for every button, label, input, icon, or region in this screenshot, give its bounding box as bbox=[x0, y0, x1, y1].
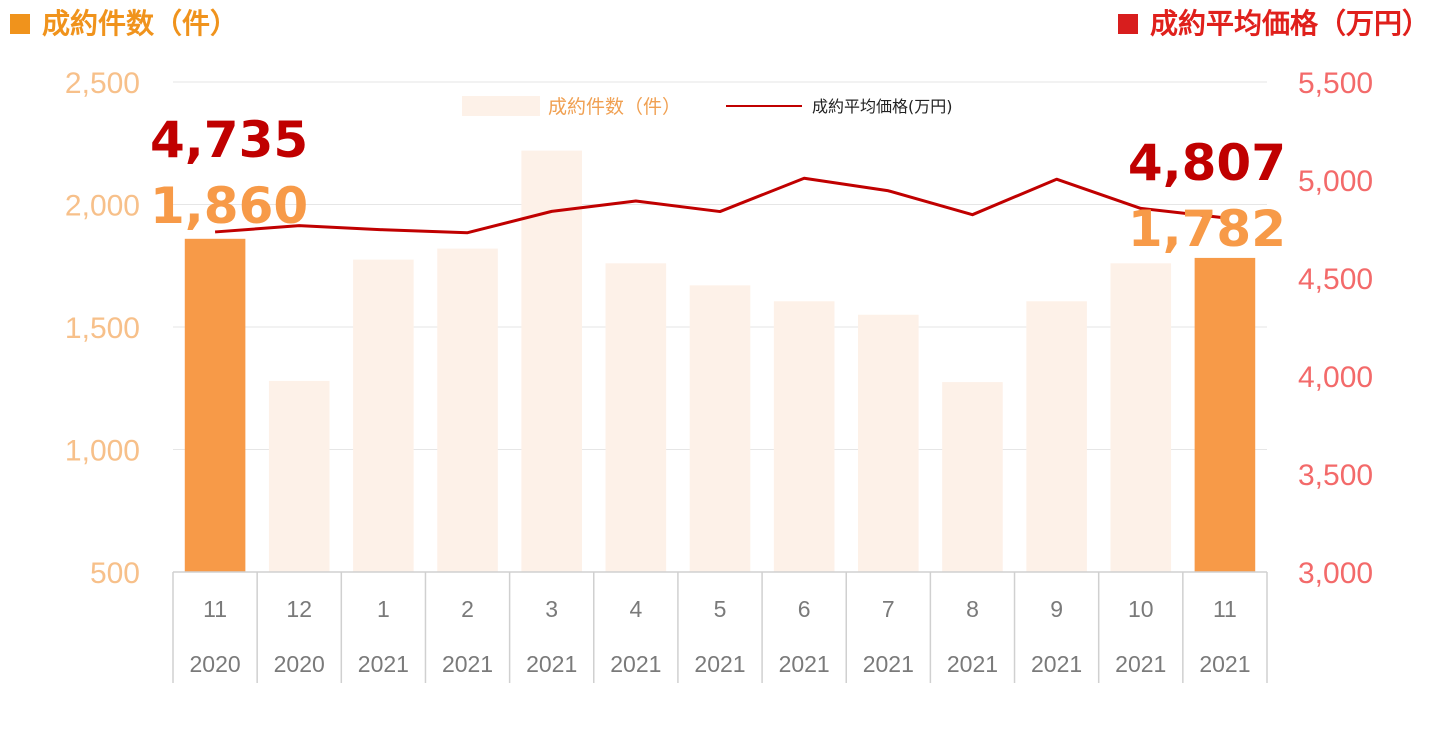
annotations: 4,735 1,860 4,807 1,782 bbox=[150, 111, 1286, 258]
legend: 成約件数（件） 成約平均価格(万円) bbox=[462, 96, 953, 118]
left-title-square-icon bbox=[10, 14, 30, 34]
price-line bbox=[214, 176, 1226, 235]
year-label-7: 2021 bbox=[779, 651, 830, 677]
year-label-9: 2021 bbox=[947, 651, 998, 677]
month-label-11: 10 bbox=[1128, 596, 1154, 622]
bar-series bbox=[184, 150, 1256, 573]
value-axes: 500 1,000 1,500 2,000 2,500 3,000 3,500 4,000 4,… bbox=[65, 67, 1373, 590]
year-label-0: 2020 bbox=[189, 651, 240, 677]
right-axis-title-text: 成約平均価格（万円） bbox=[1149, 7, 1430, 40]
right-axis-title: 成約平均価格（万円） bbox=[1117, 4, 1430, 44]
year-label-8: 2021 bbox=[863, 651, 914, 677]
bar-12 bbox=[1194, 257, 1256, 572]
month-label-7: 6 bbox=[798, 596, 811, 622]
right-tick-label: 5,000 bbox=[1298, 165, 1373, 198]
left-tick-label: 1,000 bbox=[65, 435, 140, 468]
month-label-2: 1 bbox=[377, 596, 390, 622]
bar-11 bbox=[1110, 263, 1172, 572]
month-label-12: 11 bbox=[1213, 596, 1237, 622]
bar-9 bbox=[942, 382, 1003, 572]
bar-8 bbox=[858, 314, 919, 572]
bar-10 bbox=[1026, 301, 1087, 572]
left-axis-title-text: 成約件数（件） bbox=[42, 7, 239, 40]
annotation-count-0: 1,860 bbox=[150, 177, 308, 235]
bar-7 bbox=[773, 301, 835, 572]
year-label-3: 2021 bbox=[442, 651, 493, 677]
left-tick-label: 500 bbox=[90, 557, 140, 590]
right-tick-label: 4,000 bbox=[1298, 361, 1373, 394]
month-label-6: 5 bbox=[714, 596, 727, 622]
bar-2 bbox=[353, 259, 414, 572]
year-label-1: 2020 bbox=[274, 651, 325, 677]
line-series bbox=[214, 176, 1226, 235]
month-label-3: 2 bbox=[461, 596, 474, 622]
right-tick-label: 5,500 bbox=[1298, 67, 1373, 100]
bar-1 bbox=[268, 380, 330, 572]
month-label-1: 12 bbox=[286, 596, 312, 622]
month-label-5: 4 bbox=[629, 596, 642, 622]
bar-4 bbox=[521, 150, 582, 572]
left-tick-label: 2,500 bbox=[65, 67, 140, 100]
year-label-11: 2021 bbox=[1115, 651, 1166, 677]
left-tick-label: 1,500 bbox=[65, 312, 140, 345]
year-label-2: 2021 bbox=[358, 651, 409, 677]
month-label-4: 3 bbox=[545, 596, 558, 622]
legend-bar-label: 成約件数（件） bbox=[548, 96, 681, 118]
month-label-10: 9 bbox=[1050, 596, 1063, 622]
left-axis-title: 成約件数（件） bbox=[10, 4, 238, 44]
left-tick-label: 2,000 bbox=[65, 190, 140, 223]
legend-bar-swatch bbox=[462, 96, 540, 116]
year-label-10: 2021 bbox=[1031, 651, 1082, 677]
legend-line-label: 成約平均価格(万円) bbox=[812, 97, 953, 116]
annotation-price-12: 4,807 bbox=[1128, 134, 1286, 192]
month-label-9: 8 bbox=[966, 596, 979, 622]
bar-3 bbox=[437, 248, 498, 572]
month-label-0: 11 bbox=[203, 596, 227, 622]
bar-6 bbox=[689, 285, 751, 572]
right-tick-label: 3,000 bbox=[1298, 557, 1373, 590]
bar-0 bbox=[184, 238, 246, 573]
right-title-square-icon bbox=[1117, 14, 1138, 34]
year-label-6: 2021 bbox=[694, 651, 745, 677]
year-label-4: 2021 bbox=[526, 651, 577, 677]
year-label-12: 2021 bbox=[1199, 651, 1250, 677]
year-label-5: 2021 bbox=[610, 651, 661, 677]
month-label-8: 7 bbox=[882, 596, 895, 622]
category-axis: 11 2020 12 2020 1 2021 2 2021 3 2021 4 2021 5 2021 6 20… bbox=[172, 571, 1268, 683]
right-tick-label: 4,500 bbox=[1298, 263, 1373, 296]
right-tick-label: 3,500 bbox=[1298, 459, 1373, 492]
annotation-price-0: 4,735 bbox=[150, 111, 308, 169]
bar-5 bbox=[605, 263, 667, 572]
annotation-count-12: 1,782 bbox=[1128, 200, 1286, 258]
